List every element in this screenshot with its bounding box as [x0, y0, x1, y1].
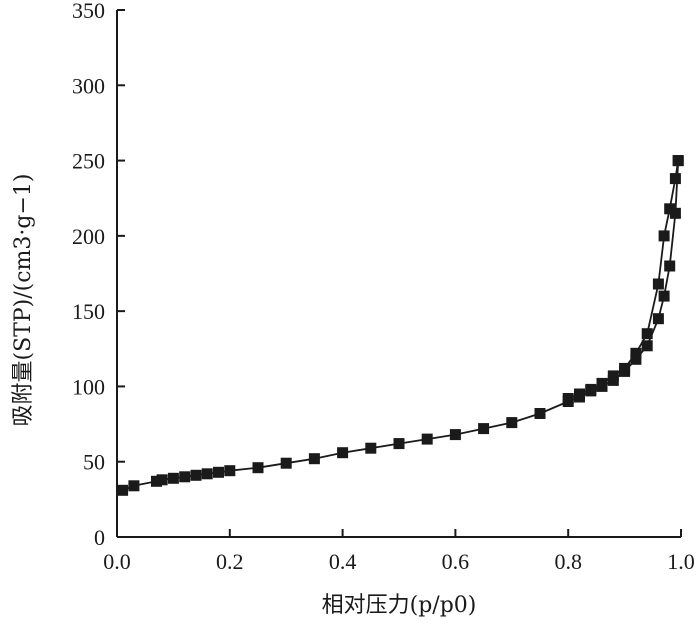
adsorption-point [506, 417, 518, 429]
adsorption-point [167, 472, 179, 484]
adsorption-point [224, 465, 236, 477]
y-axis-ticks: 0 50 100 150 200 250 300 350 [72, 0, 125, 550]
x-tick-label: 0.8 [554, 549, 582, 574]
adsorption-point [421, 433, 433, 445]
adsorption-point [664, 260, 676, 272]
adsorption-point [179, 471, 191, 483]
adsorption-point [128, 480, 140, 492]
desorption-point [630, 347, 642, 359]
adsorption-point [201, 468, 213, 480]
x-axis-title-text: 相对压力(p/p0) [322, 593, 477, 618]
adsorption-point [449, 429, 461, 441]
adsorption-point [630, 353, 642, 365]
adsorption-point [534, 408, 546, 419]
desorption-point [672, 155, 684, 167]
desorption-point [658, 230, 670, 242]
adsorption-point [337, 447, 349, 459]
desorption-point [607, 370, 619, 382]
y-tick-label: 300 [72, 73, 105, 98]
adsorption-point [280, 457, 292, 469]
adsorption-point [117, 484, 129, 496]
y-axis-title: 吸附量(STP)/(cm3·g−1) [11, 174, 36, 427]
y-tick-label: 150 [72, 299, 105, 324]
y-tick-label: 50 [83, 450, 105, 475]
x-tick-label: 0.4 [329, 549, 357, 574]
x-tick-label: 0.0 [103, 549, 131, 574]
desorption-point [562, 393, 574, 404]
adsorption-point [652, 313, 664, 325]
x-tick-label: 0.2 [216, 549, 244, 574]
desorption-point [619, 362, 631, 374]
desorption-point [652, 278, 664, 290]
adsorption-point [308, 453, 320, 465]
x-tick-label: 1.0 [667, 549, 695, 574]
adsorption-point [393, 438, 405, 450]
adsorption-point [365, 442, 377, 454]
y-tick-label: 350 [72, 0, 105, 23]
adsorption-point [669, 207, 681, 219]
y-tick-label: 0 [94, 525, 105, 550]
x-axis-title: 相对压力(p/p0) [322, 593, 477, 618]
adsorption-point [658, 290, 670, 302]
adsorption-point [213, 466, 224, 478]
y-tick-label: 100 [72, 374, 105, 399]
adsorption-point [641, 340, 653, 352]
desorption-point [641, 328, 653, 340]
adsorption-point [478, 423, 490, 435]
x-axis-ticks: 0.0 0.2 0.4 0.6 0.8 1.0 [103, 529, 695, 574]
y-tick-label: 250 [72, 149, 105, 174]
desorption-point [574, 388, 585, 400]
adsorption-point [252, 462, 264, 474]
y-axis-title-text: 吸附量(STP)/(cm3·g−1) [11, 174, 36, 427]
series-layer [117, 155, 684, 496]
x-tick-label: 0.6 [442, 549, 470, 574]
adsorption-point [151, 475, 162, 487]
adsorption-point [156, 474, 168, 486]
desorption-point [664, 203, 676, 215]
desorption-point [669, 173, 681, 185]
desorption-point [585, 383, 597, 395]
plot-area: 0 50 100 150 200 250 300 350 0.0 0.2 0.4 0.6 0.8 1.0 [72, 0, 695, 574]
desorption-point [596, 377, 608, 389]
adsorption-point [190, 469, 202, 481]
adsorption-curve [122, 160, 680, 492]
y-tick-label: 200 [72, 224, 105, 249]
